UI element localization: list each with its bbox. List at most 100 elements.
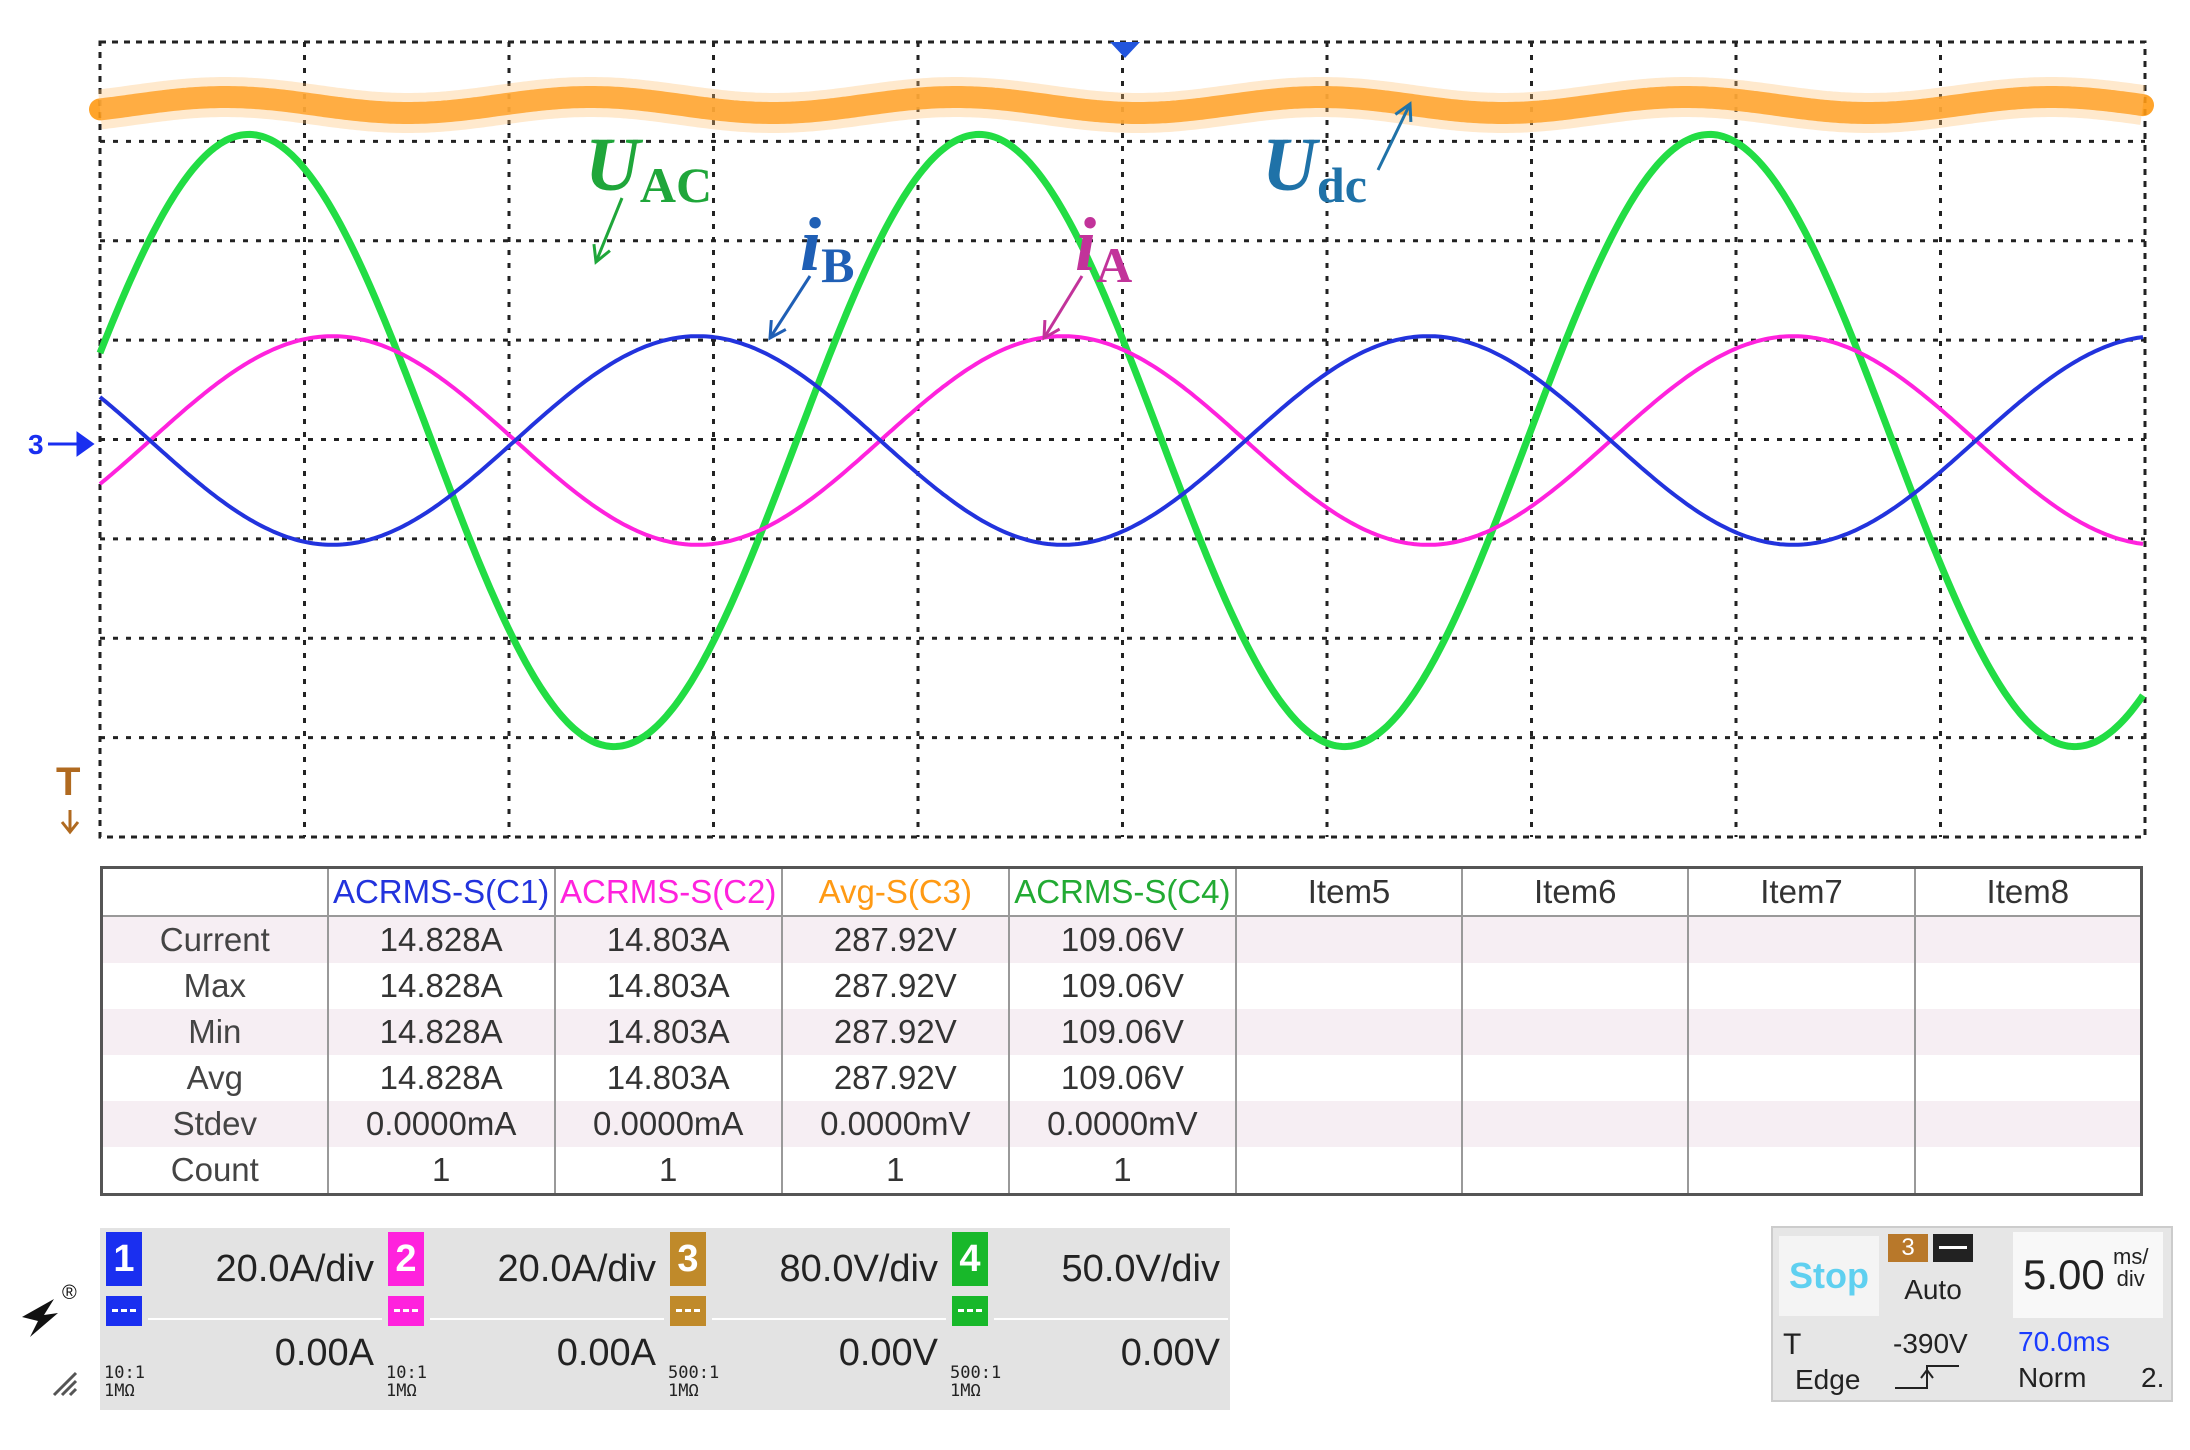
trace-channel-4 bbox=[96, 130, 2146, 751]
vertical-offset[interactable]: 0.00A bbox=[556, 1332, 656, 1374]
horizontal-delay[interactable]: 70.0ms bbox=[2018, 1326, 2110, 1357]
measurement-value bbox=[1913, 1147, 2142, 1195]
measurement-value bbox=[1234, 1147, 1463, 1195]
channel-2-block[interactable]: 2 10:1 1MΩ 20.0A/div 0.00A bbox=[382, 1228, 664, 1410]
measurement-value: 1 bbox=[1007, 1147, 1236, 1195]
annotation-label: iB bbox=[800, 203, 854, 293]
vertical-scale[interactable]: 20.0A/div bbox=[215, 1248, 374, 1290]
vertical-scale[interactable]: 50.0V/div bbox=[1061, 1248, 1220, 1290]
measurement-value: 287.92V bbox=[780, 916, 1009, 963]
header-cell[interactable]: Item6 bbox=[1461, 867, 1689, 917]
measurement-value bbox=[1461, 1147, 1689, 1195]
dc-coupling-icon bbox=[106, 1296, 142, 1326]
vertical-offset[interactable]: 0.00V bbox=[838, 1332, 938, 1374]
run-stop-button[interactable]: Stop bbox=[1779, 1236, 1879, 1316]
trace-channel-1 bbox=[98, 334, 2144, 547]
graticule-grid bbox=[98, 40, 2147, 839]
measurement-value: 14.828A bbox=[326, 1055, 555, 1101]
channel-3-number[interactable]: 3 bbox=[670, 1232, 706, 1286]
header-cell[interactable]: Avg-S(C3) bbox=[780, 867, 1009, 917]
measurement-value bbox=[1234, 963, 1463, 1009]
divider bbox=[712, 1318, 946, 1320]
channel-1-block[interactable]: 1 10:1 1MΩ 20.0A/div 0.00A bbox=[100, 1228, 382, 1410]
measurement-value: 14.828A bbox=[326, 1009, 555, 1055]
divider bbox=[148, 1318, 382, 1320]
dc-trigger-coupling-icon bbox=[1933, 1234, 1973, 1262]
dc-coupling-icon bbox=[952, 1296, 988, 1326]
trigger-mode[interactable]: Auto bbox=[1904, 1274, 1962, 1305]
measurement-value bbox=[1461, 963, 1689, 1009]
header-cell[interactable]: Item8 bbox=[1913, 867, 2142, 917]
svg-text:®: ® bbox=[62, 1282, 77, 1304]
measurement-value: 0.0000mV bbox=[1007, 1101, 1236, 1147]
vertical-offset[interactable]: 0.00A bbox=[274, 1332, 374, 1374]
measurement-value: 14.828A bbox=[326, 963, 555, 1009]
annotation-udc: Udc bbox=[1262, 101, 1413, 213]
trigger-type[interactable]: Edge bbox=[1795, 1364, 1861, 1395]
traces bbox=[89, 77, 2154, 751]
vertical-scale[interactable]: 20.0A/div bbox=[497, 1248, 656, 1290]
trigger-source[interactable]: 3 bbox=[1888, 1234, 1928, 1262]
measurement-value bbox=[1234, 1055, 1463, 1101]
channel-1-number[interactable]: 1 bbox=[106, 1232, 142, 1286]
rising-edge-icon bbox=[1895, 1365, 1959, 1389]
header-cell[interactable]: ACRMS-S(C4) bbox=[1007, 867, 1236, 917]
measurement-value: 1 bbox=[326, 1147, 555, 1195]
measurement-row: Count 1 1 1 1 bbox=[100, 1147, 2142, 1195]
measurement-value bbox=[1687, 1101, 1915, 1147]
acquisition-mode[interactable]: Norm bbox=[2018, 1362, 2087, 1393]
channel-3-block[interactable]: 3 500:1 1MΩ 80.0V/div 0.00V bbox=[664, 1228, 946, 1410]
trigger-timebase-panel: Stop 3 Auto 5.00 ms/div T -390V Edge 70.… bbox=[1771, 1226, 2173, 1402]
measurement-value: 0.0000mA bbox=[326, 1101, 555, 1147]
dc-coupling-icon bbox=[388, 1296, 424, 1326]
timebase-scale[interactable]: 5.00 bbox=[2013, 1232, 2163, 1318]
measurement-row: Stdev 0.0000mA 0.0000mA 0.0000mV 0.0000mV bbox=[100, 1101, 2142, 1147]
measurement-value bbox=[1913, 1055, 2142, 1101]
header-cell[interactable]: Item5 bbox=[1234, 867, 1463, 917]
measurement-row: Min 14.828A 14.803A 287.92V 109.06V bbox=[100, 1009, 2142, 1055]
measurement-value: 14.803A bbox=[553, 1055, 782, 1101]
channel-ref-arrow-icon bbox=[48, 431, 95, 457]
arrowhead bbox=[1042, 319, 1061, 341]
measurement-value: 1 bbox=[780, 1147, 1009, 1195]
measurement-value bbox=[1234, 916, 1463, 963]
measurement-value: 14.828A bbox=[326, 916, 555, 963]
row-label: Max bbox=[100, 963, 328, 1009]
measurement-value: 109.06V bbox=[1007, 1009, 1236, 1055]
measurement-value bbox=[1461, 1055, 1689, 1101]
waveform-display: UAC iB iA Udc 3 T bbox=[28, 40, 2154, 839]
row-label: Stdev bbox=[100, 1101, 328, 1147]
measurement-value: 14.803A bbox=[553, 1009, 782, 1055]
dc-coupling-icon bbox=[670, 1296, 706, 1326]
measurement-value bbox=[1913, 1101, 2142, 1147]
trigger-level-label: T bbox=[1783, 1328, 1802, 1361]
logo-icon: ® bbox=[22, 1282, 78, 1397]
trace-annotations: UAC iB iA Udc bbox=[585, 101, 1413, 341]
channel-4-number[interactable]: 4 bbox=[952, 1232, 988, 1286]
divider bbox=[430, 1318, 664, 1320]
header-cell[interactable]: ACRMS-S(C2) bbox=[553, 867, 782, 917]
probe-setting: 10:1 1MΩ bbox=[104, 1363, 145, 1401]
channel-2-number[interactable]: 2 bbox=[388, 1232, 424, 1286]
measurement-value: 0.0000mV bbox=[780, 1101, 1009, 1147]
vertical-scale[interactable]: 80.0V/div bbox=[779, 1248, 938, 1290]
measurement-value bbox=[1913, 963, 2142, 1009]
trigger-level-value[interactable]: -390V bbox=[1893, 1328, 1968, 1359]
measurement-value: 287.92V bbox=[780, 1055, 1009, 1101]
probe-setting: 500:1 1MΩ bbox=[950, 1363, 1002, 1401]
channel-4-block[interactable]: 4 500:1 1MΩ 50.0V/div 0.00V bbox=[946, 1228, 1228, 1410]
measurement-value bbox=[1234, 1101, 1463, 1147]
measurement-value: 14.803A bbox=[553, 916, 782, 963]
trace-channel-3-noise bbox=[98, 77, 2146, 133]
timebase-unit-bottom: div bbox=[2116, 1266, 2145, 1291]
annotation-ib: iB bbox=[768, 203, 854, 341]
header-cell[interactable]: ACRMS-S(C1) bbox=[326, 867, 555, 917]
measurement-value: 1 bbox=[553, 1147, 782, 1195]
header-cell[interactable]: Item7 bbox=[1687, 867, 1915, 917]
row-label: Current bbox=[100, 916, 328, 963]
vertical-offset[interactable]: 0.00V bbox=[1120, 1332, 1220, 1374]
annotation-arrow-icon bbox=[1042, 275, 1084, 339]
annotation-uac: UAC bbox=[585, 123, 712, 265]
trace-channel-2 bbox=[98, 334, 2144, 547]
measurement-value: 109.06V bbox=[1007, 916, 1236, 963]
